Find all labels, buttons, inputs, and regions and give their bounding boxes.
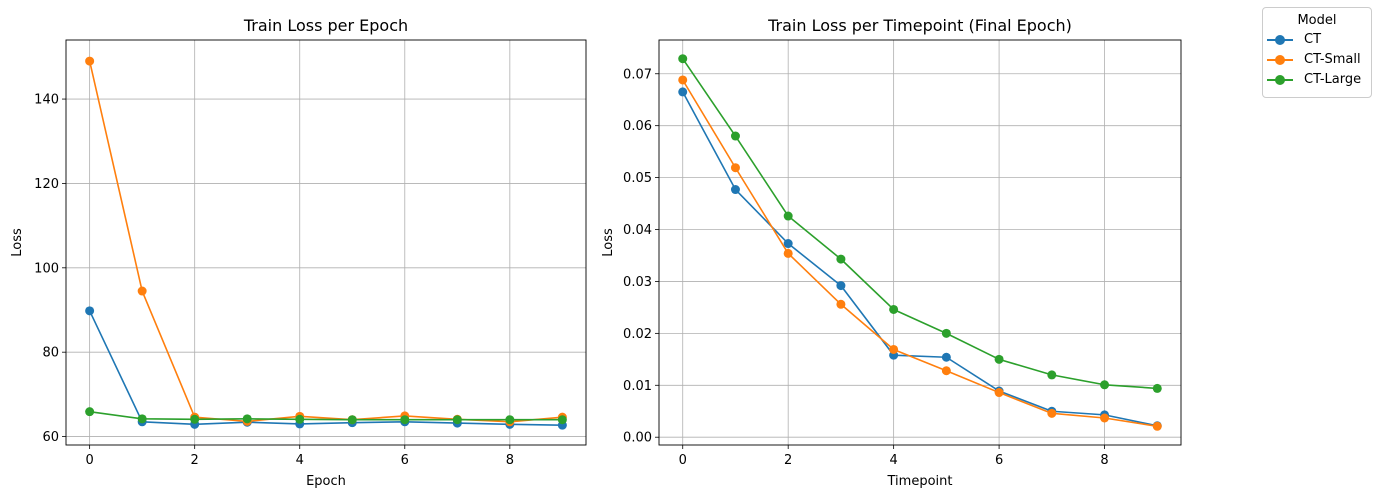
chart-epoch-frame	[65, 39, 587, 446]
chart-epoch-ytick-label-2: 100	[34, 261, 59, 276]
chart-timepoint-point-ct-small-2	[783, 248, 793, 258]
chart-timepoint-xtick-label-4: 4	[889, 453, 897, 468]
chart-epoch-ytick-label-1: 80	[42, 346, 59, 361]
chart-epoch-xtick-label-2: 2	[191, 453, 199, 468]
chart-timepoint-point-ct-small-9	[1152, 421, 1162, 431]
chart-epoch-point-ct-large-9	[557, 415, 567, 425]
chart-timepoint-point-ct-large-4	[889, 304, 899, 314]
chart-epoch-point-ct-large-2	[190, 414, 200, 424]
chart-timepoint-point-ct-5	[941, 352, 951, 362]
chart-timepoint-ytick-label-6: 0.06	[623, 119, 652, 134]
chart-epoch-line-ct	[88, 310, 563, 426]
chart-timepoint-xlabel: Timepoint	[887, 474, 953, 489]
chart-epoch-point-ct-large-1	[137, 414, 147, 424]
legend-item-ct: CT	[1263, 30, 1371, 50]
chart-epoch-xtick-label-6: 6	[401, 453, 409, 468]
chart-timepoint-point-ct-small-8	[1100, 413, 1110, 423]
chart-timepoint-ytick-label-2: 0.02	[623, 327, 652, 342]
legend-marker-ct-small	[1275, 55, 1285, 65]
chart-timepoint-point-ct-large-7	[1047, 370, 1057, 380]
chart-timepoint-ytick-label-1: 0.01	[623, 379, 652, 394]
chart-timepoint-point-ct-1	[730, 185, 740, 195]
chart-timepoint: 0 2 4 6 8 0.00 0.01 0.02 0.03 0.04 0.05 0.06 0.07 Tra…	[601, 16, 1182, 489]
chart-epoch-ytick-label-0: 60	[42, 430, 59, 445]
chart-timepoint-ytick-label-3: 0.03	[623, 275, 652, 290]
chart-timepoint-point-ct-large-6	[994, 354, 1004, 364]
chart-epoch-point-ct-0	[85, 306, 95, 316]
chart-timepoint-point-ct-large-3	[836, 254, 846, 264]
chart-epoch-xtick-label-0: 0	[85, 453, 93, 468]
chart-timepoint-xtick-label-8: 8	[1100, 453, 1108, 468]
chart-epoch-point-ct-large-4	[295, 414, 305, 424]
chart-epoch-point-ct-large-6	[400, 415, 410, 425]
chart-timepoint-ytick-label-4: 0.04	[623, 223, 652, 238]
chart-timepoint-point-ct-3	[836, 281, 846, 291]
chart-timepoint-point-ct-small-3	[836, 299, 846, 309]
chart-epoch-ytick-label-3: 120	[34, 177, 59, 192]
chart-epoch-line-ct-large	[89, 410, 563, 421]
chart-timepoint-point-ct-small-5	[941, 366, 951, 376]
chart-epoch-title: Train Loss per Epoch	[243, 16, 408, 35]
chart-epoch-xtick-label-8: 8	[506, 453, 514, 468]
chart-timepoint-xtick-label-6: 6	[995, 453, 1003, 468]
chart-timepoint-frame	[658, 39, 1182, 446]
legend-label-ct: CT	[1304, 32, 1322, 47]
chart-timepoint-ytick-label-7: 0.07	[623, 67, 652, 82]
chart-timepoint-ytick-label-0: 0.00	[623, 431, 652, 446]
chart-timepoint-point-ct-small-1	[730, 163, 740, 173]
legend-marker-ct	[1275, 35, 1285, 45]
chart-timepoint-line-ct-small	[682, 79, 1158, 428]
legend-label-ct-small: CT-Small	[1304, 52, 1361, 67]
chart-epoch-point-ct-large-3	[242, 414, 252, 424]
chart-timepoint-ylabel: Loss	[601, 228, 616, 257]
legend-item-ct-small: CT-Small	[1263, 50, 1371, 70]
chart-epoch-point-ct-large-0	[85, 407, 95, 417]
legend-title: Model	[1297, 13, 1337, 28]
chart-timepoint-line-ct-large	[682, 58, 1158, 390]
chart-timepoint-point-ct-large-9	[1152, 383, 1162, 393]
chart-timepoint-ytick-label-5: 0.05	[623, 171, 652, 186]
chart-timepoint-xtick-label-0: 0	[679, 453, 687, 468]
chart-epoch-point-ct-large-8	[505, 415, 515, 425]
chart-epoch-point-ct-small-0	[85, 56, 95, 66]
chart-epoch-xlabel: Epoch	[306, 474, 346, 489]
chart-timepoint-point-ct-large-1	[730, 131, 740, 141]
legend-label-ct-large: CT-Large	[1304, 72, 1362, 87]
chart-epoch-xtick-label-4: 4	[296, 453, 304, 468]
chart-epoch-point-ct-large-5	[347, 415, 357, 425]
chart-timepoint-point-ct-small-6	[994, 388, 1004, 398]
chart-epoch-point-ct-large-7	[452, 415, 462, 425]
legend-marker-ct-large	[1275, 75, 1285, 85]
chart-timepoint-line-ct	[682, 91, 1158, 427]
chart-timepoint-point-ct-large-8	[1100, 380, 1110, 390]
chart-timepoint-xtick-label-2: 2	[784, 453, 792, 468]
chart-timepoint-point-ct-small-4	[889, 344, 899, 354]
chart-timepoint-point-ct-large-2	[783, 211, 793, 221]
chart-timepoint-point-ct-0	[678, 87, 688, 97]
chart-timepoint-point-ct-large-0	[678, 54, 688, 64]
legend-item-ct-large: CT-Large	[1263, 70, 1371, 90]
chart-epoch-point-ct-small-1	[137, 286, 147, 296]
chart-timepoint-point-ct-large-5	[941, 328, 951, 338]
legend: Model CT CT-Small CT-Large	[1262, 7, 1372, 98]
chart-epoch-ylabel: Loss	[10, 228, 25, 257]
chart-timepoint-title: Train Loss per Timepoint (Final Epoch)	[767, 16, 1072, 35]
chart-timepoint-point-ct-small-7	[1047, 408, 1057, 418]
chart-epoch: 0 2 4 6 8 60 80 100 120 140 Train Loss per Epoch Ep…	[10, 16, 587, 489]
chart-epoch-line-ct-small	[88, 60, 563, 423]
chart-timepoint-point-ct-2	[783, 239, 793, 249]
chart-timepoint-point-ct-small-0	[678, 75, 688, 85]
chart-epoch-ytick-label-4: 140	[34, 93, 59, 108]
